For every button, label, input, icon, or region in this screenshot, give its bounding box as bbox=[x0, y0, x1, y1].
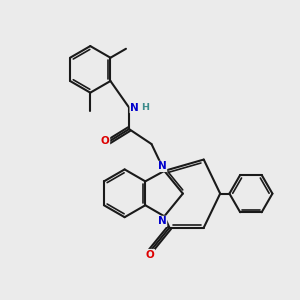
Text: H: H bbox=[141, 103, 148, 112]
Text: N: N bbox=[158, 216, 167, 226]
Text: O: O bbox=[101, 136, 110, 146]
Text: N: N bbox=[130, 103, 139, 112]
Text: N: N bbox=[158, 161, 167, 171]
Text: O: O bbox=[146, 250, 154, 260]
